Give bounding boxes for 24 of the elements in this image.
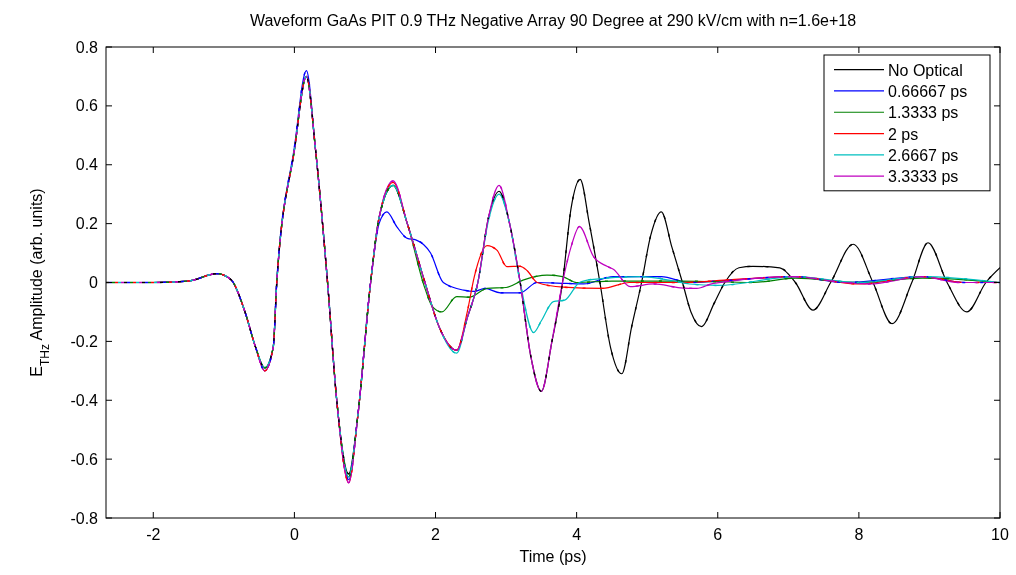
y-tick-label: -0.8 — [70, 509, 99, 527]
y-tick-label: 0 — [89, 274, 99, 291]
x-axis-title: Time (ps) — [519, 548, 587, 565]
y-tick-label: 0.6 — [75, 97, 99, 115]
legend-label: 2 ps — [888, 125, 919, 143]
y-tick-label: 0.2 — [75, 215, 99, 233]
y-tick-label: 0.8 — [75, 38, 99, 56]
y-tick-label: -0.6 — [70, 450, 99, 468]
x-tick-label: 10 — [991, 526, 1009, 543]
x-tick-label: -2 — [146, 526, 161, 543]
y-tick-label: -0.4 — [70, 391, 99, 409]
x-tick-label: 8 — [854, 526, 864, 543]
x-tick-label: 0 — [289, 526, 299, 543]
x-tick-label: 4 — [572, 526, 582, 543]
x-tick-label: 2 — [431, 526, 441, 543]
legend-label: 1.3333 ps — [888, 104, 959, 122]
y-tick-label: 0.4 — [75, 156, 99, 174]
x-tick-label: 6 — [713, 526, 723, 543]
legend-label: 0.66667 ps — [888, 82, 968, 100]
y-tick-label: -0.2 — [70, 332, 99, 350]
legend-label: 2.6667 ps — [888, 146, 959, 164]
legend-label: 3.3333 ps — [888, 168, 959, 186]
chart-title: Waveform GaAs PIT 0.9 THz Negative Array 90 Degree at 290 kV/cm with n=1.6e+18 — [249, 12, 857, 29]
legend-label: No Optical — [888, 61, 963, 79]
